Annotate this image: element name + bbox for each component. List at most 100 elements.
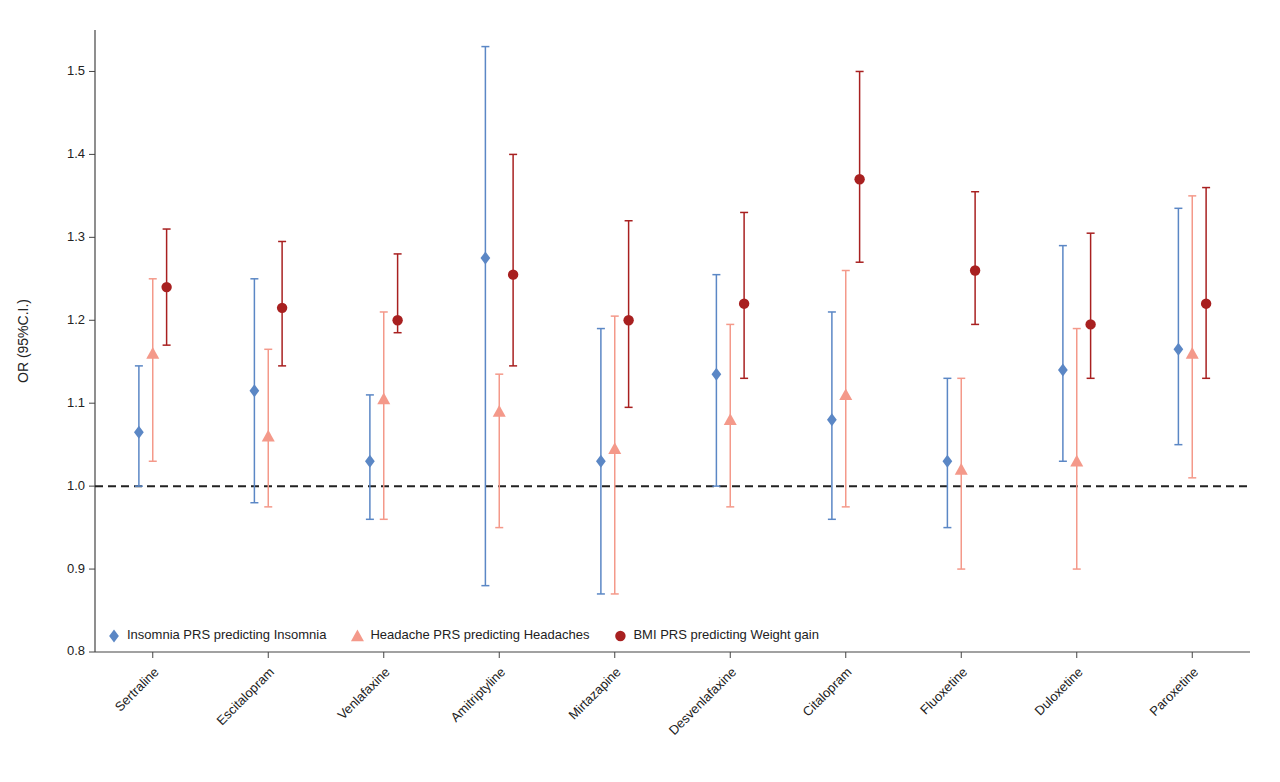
error-cap: [597, 328, 605, 330]
x-tick-label: Desvenlafaxine: [666, 664, 739, 737]
error-bar: [135, 366, 143, 486]
error-cap: [250, 502, 258, 504]
error-line: [152, 279, 154, 461]
series: [134, 47, 1183, 594]
error-bar: [712, 275, 720, 486]
error-cap: [943, 378, 951, 380]
error-line: [485, 47, 487, 586]
x-tick-label: Amitriptyline: [447, 664, 508, 725]
error-cap: [712, 274, 720, 276]
error-cap: [1059, 461, 1067, 463]
error-bar: [1202, 188, 1210, 379]
point: [262, 430, 275, 442]
error-cap: [135, 365, 143, 367]
x-tick-label: Citalopram: [800, 664, 855, 719]
error-cap: [740, 212, 748, 214]
x-tick: [1192, 652, 1193, 658]
y-axis-line: [94, 30, 95, 652]
error-line: [1062, 246, 1064, 462]
error-cap: [163, 228, 171, 230]
chart: 0.80.91.01.11.21.31.41.5SertralineEscita…: [0, 0, 1280, 782]
error-bar: [481, 47, 489, 586]
x-tick: [152, 652, 153, 658]
error-cap: [1087, 232, 1095, 234]
error-bar: [856, 71, 864, 262]
error-cap: [1073, 328, 1081, 330]
y-tick-label: 1.3: [67, 229, 85, 244]
error-bar: [740, 212, 748, 378]
x-tick: [499, 652, 500, 658]
error-cap: [611, 315, 619, 317]
y-tick: [89, 403, 95, 404]
point: [712, 368, 722, 381]
error-bar: [1073, 329, 1081, 570]
y-tick: [89, 569, 95, 570]
error-line: [499, 374, 501, 527]
error-cap: [842, 506, 850, 508]
y-axis-label: OR (95%C.I.): [15, 299, 31, 383]
x-tick: [1076, 652, 1077, 658]
error-cap: [135, 485, 143, 487]
error-cap: [1087, 378, 1095, 380]
error-cap: [828, 519, 836, 521]
error-cap: [278, 241, 286, 243]
y-axis: 0.80.91.01.11.21.31.41.5: [67, 30, 95, 658]
error-bar: [828, 312, 836, 519]
error-cap: [366, 394, 374, 396]
error-line: [1178, 208, 1180, 444]
point: [854, 174, 864, 184]
point: [623, 315, 633, 325]
point: [1186, 347, 1199, 359]
point: [161, 282, 171, 292]
error-cap: [971, 324, 979, 326]
point: [739, 298, 749, 308]
y-tick: [89, 652, 95, 653]
x-tick-label: Sertraline: [112, 664, 162, 714]
error-cap: [856, 71, 864, 73]
error-bar: [1087, 233, 1095, 378]
error-bar: [625, 221, 633, 408]
point: [277, 303, 287, 313]
y-tick-label: 1.1: [67, 395, 85, 410]
error-cap: [842, 270, 850, 272]
error-cap: [712, 485, 720, 487]
error-cap: [509, 365, 517, 367]
error-bar: [380, 312, 388, 519]
legend: Insomnia PRS predicting InsomniaHeadache…: [109, 627, 819, 642]
error-cap: [481, 585, 489, 587]
error-line: [614, 316, 616, 594]
point: [1058, 364, 1068, 377]
point: [1085, 319, 1095, 329]
error-line: [1076, 329, 1078, 570]
error-cap: [943, 527, 951, 529]
y-tick-label: 1.0: [67, 478, 85, 493]
error-line: [268, 349, 270, 507]
error-cap: [726, 506, 734, 508]
legend-marker: [109, 630, 119, 643]
error-line: [1192, 196, 1194, 478]
point: [481, 252, 491, 265]
x-tick-label: Fluoxetine: [917, 664, 970, 717]
error-cap: [1073, 568, 1081, 570]
error-cap: [597, 593, 605, 595]
point: [724, 413, 737, 425]
series: [146, 196, 1199, 594]
x-axis: SertralineEscitalopramVenlafaxineAmitrip…: [95, 652, 1250, 738]
error-cap: [264, 506, 272, 508]
error-line: [743, 212, 745, 378]
error-cap: [726, 324, 734, 326]
error-cap: [1188, 477, 1196, 479]
error-cap: [149, 461, 157, 463]
y-tick: [89, 71, 95, 72]
y-tick-label: 0.8: [67, 643, 85, 658]
error-cap: [380, 311, 388, 313]
error-cap: [250, 278, 258, 280]
legend-label: Insomnia PRS predicting Insomnia: [127, 627, 327, 642]
error-cap: [828, 311, 836, 313]
error-bar: [1188, 196, 1196, 478]
y-tick: [89, 154, 95, 155]
point: [493, 405, 506, 417]
point: [365, 455, 375, 468]
y-tick: [89, 237, 95, 238]
error-line: [859, 71, 861, 262]
